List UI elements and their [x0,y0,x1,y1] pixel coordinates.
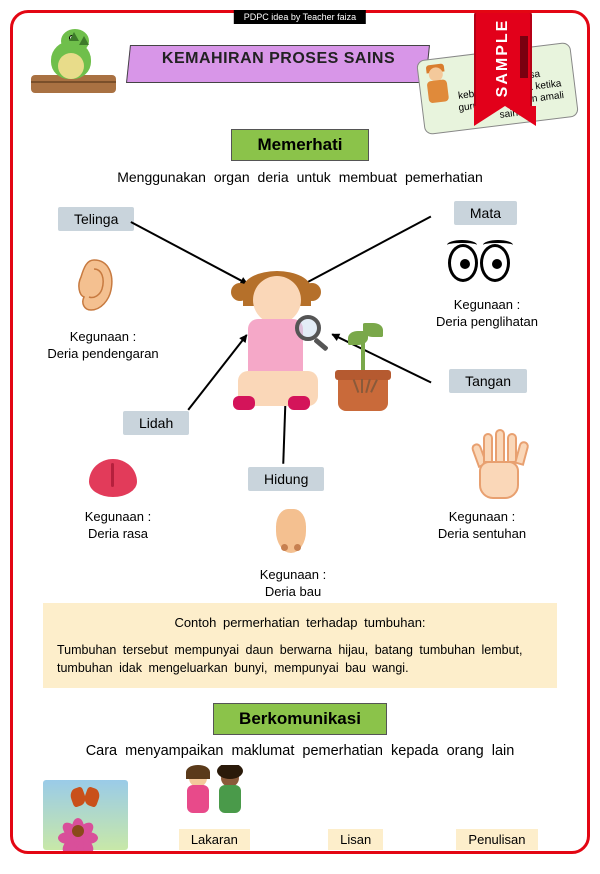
tongue-icon [89,459,137,497]
section1-title: Memerhati [231,129,368,161]
label-penulisan: Penulisan [456,829,537,850]
method-penulisan: Penulisan [437,825,557,850]
use-hidung: Kegunaan : Deria bau [233,567,353,601]
senses-diagram: Telinga Kegunaan : Deria pendengaran Mat… [13,189,587,589]
communication-methods: Lakaran Lisan Penulisan [43,765,557,850]
example-title: Contoh permerhatian terhadap tumbuhan: [57,613,543,633]
label-tangan: Tangan [449,369,527,393]
label-telinga: Telinga [58,207,134,231]
label-mata: Mata [454,201,517,225]
use-tangan: Kegunaan : Deria sentuhan [417,509,547,543]
dragon-illustration [31,23,121,93]
lakaran-illustration [167,765,262,825]
use-telinga: Kegunaan : Deria pendengaran [33,329,173,363]
girl-with-plant-illustration [213,271,393,441]
main-title-banner: KEMAHIRAN PROSES SAINS [126,45,430,83]
label-lakaran: Lakaran [179,829,250,850]
hand-icon [469,429,529,499]
nose-icon [271,509,311,561]
eyes-icon [447,244,517,289]
example-body: Tumbuhan tersebut mempunyai daun berwarn… [57,641,543,679]
credit-bar: PDPC idea by Teacher faiza [234,10,366,24]
label-lidah: Lidah [123,411,189,435]
section2-title: Berkomunikasi [213,703,387,735]
sample-text: SAMPLE [494,19,512,98]
example-box: Contoh permerhatian terhadap tumbuhan: T… [43,603,557,688]
section-berkomunikasi: Berkomunikasi Cara menyampaikan maklumat… [13,703,587,759]
section2-subtitle: Cara menyampaikan maklumat pemerhatian k… [13,743,587,759]
main-title-text: KEMAHIRAN PROSES SAINS [130,50,428,68]
ear-icon [69,255,119,315]
label-hidung: Hidung [248,467,324,491]
page-frame: KEMAHIRAN PROSES SAINS sebarang rasa keb… [10,10,590,854]
label-lisan: Lisan [328,829,383,850]
butterfly-photo [43,780,128,850]
section1-subtitle: Menggunakan organ deria untuk membuat pe… [13,169,587,185]
sample-ribbon: SAMPLE [474,11,532,131]
use-lidah: Kegunaan : Deria rasa [58,509,178,543]
section-memerhati: Memerhati Menggunakan organ deria untuk … [13,129,587,185]
method-lakaran: Lakaran [154,765,274,850]
use-mata: Kegunaan : Deria penglihatan [417,297,557,331]
method-lisan: Lisan [296,825,416,850]
